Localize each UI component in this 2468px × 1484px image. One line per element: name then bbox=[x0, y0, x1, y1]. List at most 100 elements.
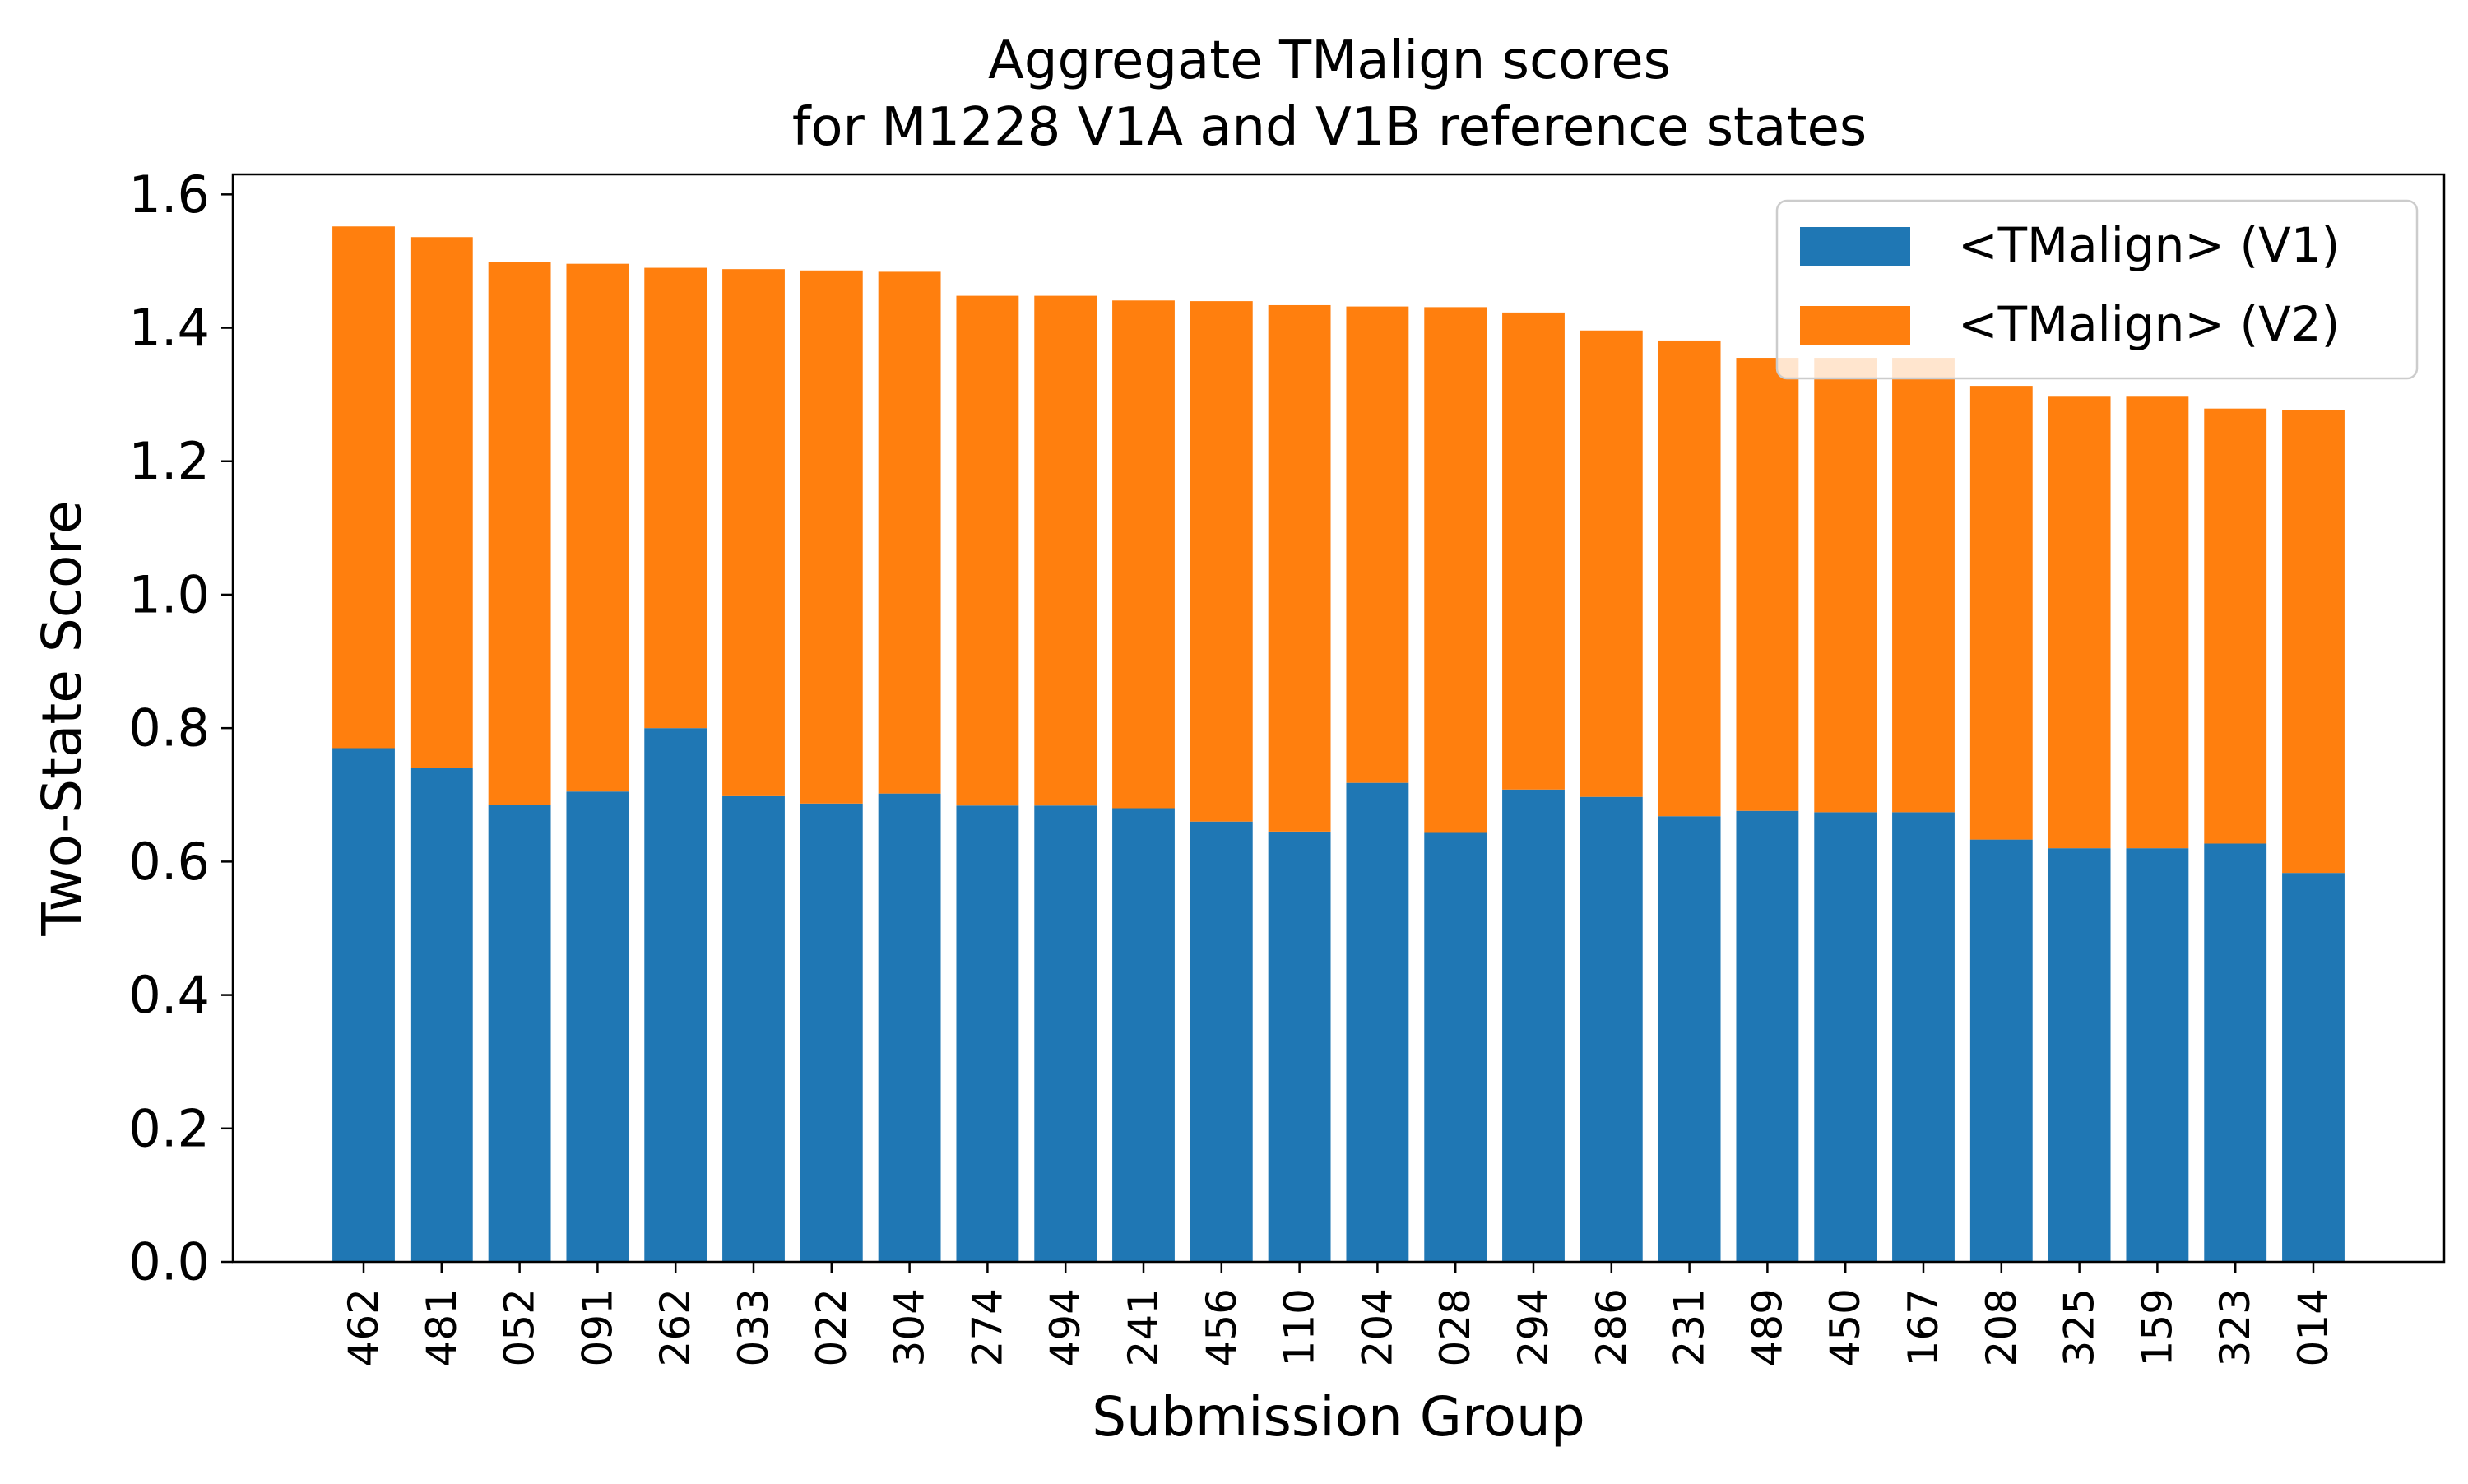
bar-110-v1 bbox=[1268, 831, 1331, 1262]
bar-091-v1 bbox=[566, 791, 629, 1262]
bar-033-v2 bbox=[722, 269, 785, 796]
y-tick-label: 1.6 bbox=[128, 165, 210, 225]
y-tick-label: 1.2 bbox=[128, 431, 210, 491]
bar-450-v2 bbox=[1814, 358, 1877, 813]
bar-481-v2 bbox=[410, 237, 473, 768]
bar-022-v2 bbox=[800, 270, 863, 804]
bar-286-v1 bbox=[1580, 796, 1643, 1262]
bar-450-v1 bbox=[1814, 812, 1877, 1262]
chart-title-line1: Aggregate TMalign scores bbox=[988, 30, 1671, 91]
bar-241-v2 bbox=[1112, 300, 1175, 809]
x-tick-label: 262 bbox=[652, 1288, 699, 1366]
bar-456-v1 bbox=[1190, 821, 1253, 1262]
x-tick-label: 110 bbox=[1276, 1288, 1324, 1366]
bar-052-v1 bbox=[488, 805, 551, 1262]
bar-204-v1 bbox=[1346, 782, 1409, 1262]
bar-208-v2 bbox=[1969, 386, 2033, 840]
x-tick-label: 028 bbox=[1431, 1288, 1479, 1366]
y-axis-label: Two-State Score bbox=[30, 500, 94, 936]
bar-159-v1 bbox=[2126, 848, 2189, 1262]
x-tick-label: 274 bbox=[963, 1288, 1011, 1366]
bar-325-v1 bbox=[2048, 848, 2111, 1262]
bar-462-v2 bbox=[332, 226, 395, 749]
x-tick-label: 167 bbox=[1900, 1288, 1947, 1366]
bar-241-v1 bbox=[1112, 808, 1175, 1262]
x-tick-label: 325 bbox=[2056, 1288, 2104, 1366]
x-tick-label: 450 bbox=[1821, 1288, 1869, 1366]
bar-208-v1 bbox=[1969, 839, 2033, 1262]
x-tick-label: 294 bbox=[1510, 1288, 1557, 1366]
y-tick-label: 1.4 bbox=[128, 298, 210, 358]
bar-262-v2 bbox=[644, 267, 707, 729]
x-tick-label: 159 bbox=[2133, 1288, 2181, 1366]
bar-022-v1 bbox=[800, 803, 863, 1262]
bar-014-v2 bbox=[2282, 410, 2345, 874]
bar-028-v2 bbox=[1424, 307, 1487, 833]
bar-167-v2 bbox=[1892, 358, 1955, 813]
y-tick-label: 0.2 bbox=[128, 1098, 210, 1158]
bar-489-v1 bbox=[1736, 810, 1799, 1262]
bar-325-v2 bbox=[2048, 396, 2111, 849]
chart-title-line2: for M1228 V1A and V1B reference states bbox=[792, 97, 1867, 158]
bar-489-v2 bbox=[1736, 358, 1799, 811]
bar-052-v2 bbox=[488, 262, 551, 805]
bar-462-v1 bbox=[332, 748, 395, 1262]
y-tick-label: 1.0 bbox=[128, 564, 210, 624]
bar-204-v2 bbox=[1346, 306, 1409, 783]
legend-swatch-v1 bbox=[1800, 227, 1910, 266]
x-tick-label: 481 bbox=[418, 1288, 466, 1366]
x-axis-label: Submission Group bbox=[1092, 1385, 1584, 1449]
y-tick-label: 0.6 bbox=[128, 832, 210, 892]
bar-033-v1 bbox=[722, 795, 785, 1262]
x-tick-label: 494 bbox=[1041, 1288, 1089, 1366]
bar-456-v2 bbox=[1190, 301, 1253, 822]
bar-481-v1 bbox=[410, 768, 473, 1262]
x-tick-label: 204 bbox=[1353, 1288, 1401, 1366]
legend-swatch-v2 bbox=[1800, 306, 1910, 345]
y-tick-label: 0.0 bbox=[128, 1232, 210, 1292]
bar-014-v1 bbox=[2282, 873, 2345, 1262]
x-tick-label: 323 bbox=[2211, 1288, 2259, 1366]
bar-167-v1 bbox=[1892, 812, 1955, 1262]
y-axis-ticks: 0.0 0.2 0.4 0.6 0.8 1.0 1.2 1.4 1.6 bbox=[128, 165, 233, 1292]
legend-label-v2: <TMalign> (V2) bbox=[1958, 296, 2340, 352]
bar-274-v1 bbox=[956, 805, 1019, 1262]
bar-304-v2 bbox=[878, 271, 941, 794]
y-tick-label: 0.8 bbox=[128, 698, 210, 758]
legend-label-v1: <TMalign> (V1) bbox=[1958, 217, 2340, 273]
x-tick-label: 091 bbox=[573, 1288, 621, 1366]
bar-091-v2 bbox=[566, 263, 629, 792]
bar-323-v2 bbox=[2204, 408, 2267, 844]
x-axis-ticks: 462 481 052 091 262 033 022 304 274 494 241 456 110 2… bbox=[340, 1262, 2337, 1366]
x-tick-label: 014 bbox=[2289, 1288, 2337, 1366]
bar-231-v2 bbox=[1658, 340, 1721, 817]
x-tick-label: 208 bbox=[1978, 1288, 2025, 1366]
x-tick-label: 022 bbox=[808, 1288, 856, 1366]
bar-262-v1 bbox=[644, 728, 707, 1262]
x-tick-label: 456 bbox=[1198, 1288, 1246, 1366]
bar-323-v1 bbox=[2204, 843, 2267, 1262]
bar-028-v1 bbox=[1424, 832, 1487, 1262]
x-tick-label: 231 bbox=[1666, 1288, 1714, 1366]
legend-frame bbox=[1775, 199, 2419, 380]
x-tick-label: 489 bbox=[1743, 1288, 1791, 1366]
bar-304-v1 bbox=[878, 793, 941, 1262]
bar-274-v2 bbox=[956, 295, 1019, 806]
x-tick-label: 462 bbox=[340, 1288, 387, 1366]
bar-110-v2 bbox=[1268, 304, 1331, 832]
plot-frame bbox=[231, 173, 2446, 1264]
legend: <TMalign> (V1) <TMalign> (V2) bbox=[1775, 199, 2419, 380]
bar-286-v2 bbox=[1580, 330, 1643, 797]
x-tick-label: 286 bbox=[1588, 1288, 1635, 1366]
x-tick-label: 304 bbox=[886, 1288, 934, 1366]
bar-159-v2 bbox=[2126, 396, 2189, 849]
x-tick-label: 033 bbox=[730, 1288, 777, 1366]
y-tick-label: 0.4 bbox=[128, 965, 210, 1025]
bar-294-v2 bbox=[1502, 312, 1565, 790]
x-tick-label: 241 bbox=[1120, 1288, 1167, 1366]
x-tick-label: 052 bbox=[496, 1288, 544, 1366]
bar-494-v1 bbox=[1034, 805, 1097, 1262]
bar-494-v2 bbox=[1034, 295, 1097, 806]
